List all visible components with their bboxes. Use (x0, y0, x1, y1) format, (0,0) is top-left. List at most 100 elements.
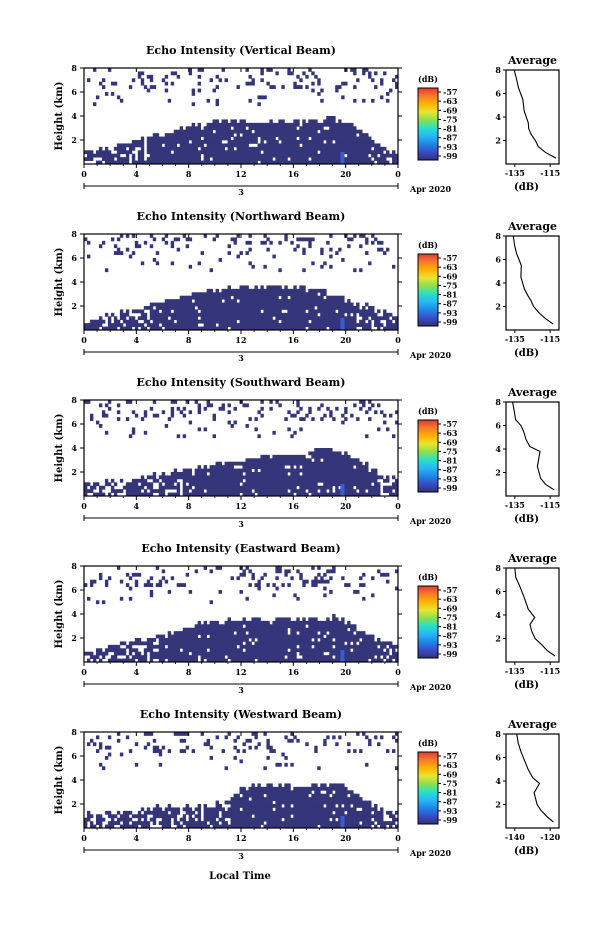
echo-cell (191, 295, 196, 300)
echo-cell (314, 641, 318, 646)
echo-cell (311, 133, 315, 137)
echo-cell (188, 146, 193, 151)
echo-cell (128, 596, 133, 601)
colorbar-unit: (dB) (418, 240, 438, 250)
echo-cell (293, 295, 297, 300)
echo-cell (200, 306, 205, 310)
echo-cell (206, 150, 210, 155)
echo-cell (137, 492, 142, 497)
echo-cell (269, 458, 273, 463)
echo-cell (182, 323, 187, 327)
echo-cell (311, 88, 315, 93)
echo-cell (230, 817, 234, 822)
echo-cell (167, 150, 172, 155)
echo-cell (248, 804, 252, 808)
echo-cell (86, 596, 91, 601)
echo-cell (284, 133, 288, 137)
echo-cell (113, 323, 118, 327)
echo-cell (347, 583, 351, 587)
echo-cell (263, 624, 267, 629)
echo-cell (218, 126, 222, 131)
echo-cell (182, 413, 187, 418)
echo-cell (317, 160, 321, 165)
echo-cell (164, 153, 169, 158)
echo-cell (146, 323, 151, 327)
echo-cell (260, 95, 264, 100)
echo-cell (266, 146, 270, 151)
echo-cell (293, 786, 297, 791)
echo-cell (302, 306, 306, 310)
echo-cell (116, 237, 121, 242)
echo-cell (215, 638, 219, 642)
echo-cell (155, 807, 160, 812)
echo-cell (329, 116, 333, 120)
echo-cell (239, 119, 243, 124)
echo-cell (287, 475, 291, 480)
echo-cell (356, 143, 360, 148)
echo-cell (302, 292, 306, 297)
echo-cell (278, 641, 282, 646)
echo-cell (230, 302, 234, 307)
echo-cell (176, 133, 181, 137)
echo-cell (347, 312, 351, 317)
echo-cell (338, 482, 342, 487)
echo-cell (251, 576, 255, 581)
echo-cell (284, 129, 288, 134)
echo-cell (209, 472, 213, 476)
echo-cell (290, 641, 294, 646)
echo-cell (302, 119, 306, 124)
echo-cell (206, 143, 210, 148)
echo-cell (209, 600, 213, 605)
echo-cell (311, 316, 315, 321)
echo-cell (218, 658, 222, 663)
echo-cell (269, 143, 273, 148)
echo-cell (224, 492, 228, 497)
echo-cell (341, 627, 345, 632)
panel-title: Echo Intensity (Westward Beam) (140, 708, 342, 721)
echo-cell (260, 644, 264, 649)
echo-cell (344, 81, 348, 86)
echo-cell (140, 150, 145, 155)
echo-cell (278, 786, 282, 791)
echo-cell (296, 790, 300, 795)
echo-cell (290, 638, 294, 642)
echo-cell (353, 143, 357, 148)
echo-cell (224, 658, 228, 663)
echo-cell (353, 146, 357, 151)
echo-cell (149, 644, 154, 649)
echo-cell (257, 150, 261, 155)
echo-cell (275, 160, 279, 165)
echo-cell (203, 234, 208, 238)
echo-cell (155, 312, 160, 317)
echo-cell (374, 312, 378, 317)
echo-cell (350, 326, 354, 331)
echo-cell (320, 448, 324, 452)
echo-cell (134, 326, 139, 331)
echo-cell (119, 478, 124, 483)
echo-cell (266, 482, 270, 487)
echo-cell (317, 140, 321, 144)
echo-cell (350, 309, 354, 314)
echo-cell (221, 150, 225, 155)
echo-cell (275, 140, 279, 144)
echo-cell (260, 807, 264, 812)
echo-cell (215, 472, 219, 476)
echo-cell (104, 326, 109, 331)
echo-cell (368, 74, 372, 79)
echo-cell (302, 465, 306, 469)
echo-cell (269, 824, 273, 829)
echo-cell (272, 492, 276, 497)
echo-cell (248, 627, 252, 632)
echo-cell (311, 461, 315, 466)
echo-cell (296, 800, 300, 805)
echo-cell (245, 644, 249, 649)
echo-cell (305, 413, 309, 418)
echo-cell (293, 140, 297, 144)
echo-cell (155, 651, 160, 656)
echo-cell (224, 627, 228, 632)
echo-cell (224, 478, 228, 483)
echo-cell (368, 136, 372, 141)
echo-cell (200, 658, 205, 663)
echo-cell (335, 406, 339, 411)
echo-cell (149, 309, 154, 314)
